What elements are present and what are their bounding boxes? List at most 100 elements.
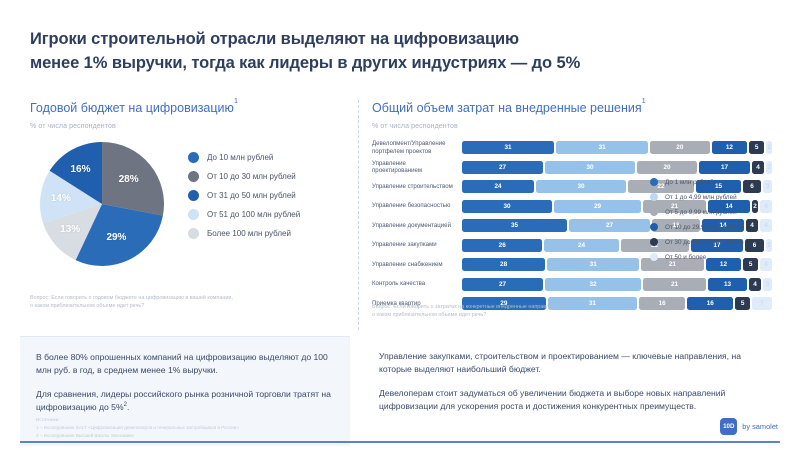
bar-segment: 30	[462, 199, 552, 213]
bar-segment: 4	[752, 160, 764, 174]
left-conclusion-paragraph-2: Для сравнения, лидеры российского рынка …	[36, 388, 334, 415]
bar-legend-label: До 1 млн рублей	[665, 178, 714, 186]
bar-segment: 12	[705, 258, 742, 272]
bar-legend-label: От 50 и более	[665, 253, 707, 261]
bar-segment: 21	[643, 199, 706, 213]
bar-segment: 16	[652, 219, 700, 233]
pie-legend-label: От 10 до 30 млн рублей	[207, 172, 296, 182]
legend-dot-icon	[188, 190, 199, 202]
bar-segment: 32	[545, 277, 641, 291]
bar-segment: 7	[751, 297, 772, 311]
bar-track: 24 30 22 15 6 3	[462, 180, 772, 194]
left-conclusion-paragraph-2-text: Для сравнения, лидеры российского рынка …	[36, 388, 331, 412]
bar-segment: 28	[462, 258, 546, 272]
bar-segment: 2	[766, 160, 772, 174]
bar-segment: 4	[749, 277, 761, 291]
bar-segment: 16	[639, 297, 686, 311]
bar-segment: 31	[462, 141, 555, 155]
legend-dot-icon	[188, 228, 199, 240]
bar-legend-item: От 5 до 9,99 млн рублей	[650, 208, 744, 216]
bar-track: 29 31 16 16 5 7	[462, 297, 772, 311]
bar-legend-item: От 10 до 29,99 млн рублей	[650, 223, 744, 231]
bar-row: Контроль качества 27 32 21 13 4 3	[372, 277, 772, 292]
bar-legend-item: До 1 млн рублей	[650, 178, 744, 186]
bar-row: Управление проектированием 27 30 20 17 4 2	[372, 160, 772, 175]
left-chart-title: Годовой бюджет на цифровизацию1	[30, 96, 345, 116]
bar-row-label: Управление закупками	[372, 241, 437, 249]
bar-segment: 24	[462, 180, 534, 194]
right-chart-subtitle: % от числа респондентов	[372, 123, 458, 131]
left-conclusion-footnote: 2	[123, 402, 127, 409]
right-question-note-line-2: о каком приблизительном объеме идет речь…	[372, 312, 487, 319]
legend-dot-icon	[650, 178, 658, 186]
left-question-note-line-1: Вопрос: Если говорить о годовом бюджете …	[30, 295, 233, 301]
right-question-note-line-1: Вопрос: Если говорить о затратах на конк…	[372, 304, 563, 310]
bar-segment: 17	[690, 238, 744, 252]
bar-segment: 2	[752, 199, 758, 213]
bar-row: Приемка квартир 29 31 16 16 5 7	[372, 296, 772, 311]
legend-dot-icon	[650, 238, 658, 246]
bar-row: Управление безопасностью 30 29 21 14 2 4	[372, 199, 772, 214]
pie-svg	[40, 142, 164, 267]
bar-legend-item: От 50 и более	[650, 253, 744, 261]
left-chart-title-text: Годовой бюджет на цифровизацию	[30, 101, 234, 116]
bar-segment: 16	[687, 297, 734, 311]
sources-note: Источники: 1 – Исследование SALT «Цифров…	[36, 416, 366, 439]
bar-row: Управление документацией 35 27 16 14 4 4	[372, 218, 772, 233]
pie-legend-label: Более 100 млн рублей	[207, 229, 291, 239]
bar-segment: 27	[462, 160, 543, 174]
pie-legend-item: Более 100 млн рублей	[188, 228, 300, 240]
sources-heading: Источники:	[36, 417, 60, 422]
column-divider	[358, 100, 359, 330]
pie-legend-label: От 31 до 50 млн рублей	[207, 191, 296, 201]
bar-row-label: Управление строительством	[372, 182, 453, 190]
pie-legend-label: От 51 до 100 млн рублей	[207, 210, 301, 220]
legend-dot-icon	[188, 209, 199, 221]
bar-row-label: Управление проектированием	[372, 159, 423, 175]
legend-dot-icon	[650, 253, 658, 261]
bar-segment: 2	[766, 141, 772, 155]
bar-track: 27 32 21 13 4 3	[462, 277, 772, 291]
right-chart-section: Общий объем затрат на внедренные решения…	[372, 96, 773, 316]
sources-line-1: 1 – Исследование SALT «Цифровизация деве…	[36, 424, 239, 430]
left-question-note-line-2: о каком приблизительном объеме идет речь…	[30, 303, 145, 310]
pie-legend-item: От 31 до 50 млн рублей	[188, 190, 300, 202]
bar-segment: 30	[545, 160, 635, 174]
legend-dot-icon	[650, 193, 658, 201]
pie-legend-item: От 10 до 30 млн рублей	[188, 171, 300, 183]
bar-segment: 3	[763, 277, 772, 291]
bar-segment: 21	[643, 277, 706, 291]
footer-rule	[20, 441, 780, 443]
bar-segment: 4	[760, 219, 772, 233]
bar-segment: 30	[536, 180, 626, 194]
logo-mark: 10D	[720, 418, 738, 435]
page-title: Игроки строительной отрасли выделяют на …	[30, 28, 720, 76]
pie-slice	[75, 204, 163, 267]
bar-segment: 5	[735, 297, 750, 311]
bar-row: Управление снабжением 28 31 21 12 5 4	[372, 257, 772, 272]
bar-legend-label: От 1 до 4,99 млн рублей	[665, 193, 737, 201]
left-conclusion-panel: В более 80% опрошенных компаний на цифро…	[20, 336, 350, 446]
bar-track: 28 31 21 12 5 4	[462, 258, 772, 272]
bar-segment: 29	[462, 297, 546, 311]
left-chart-title-footnote: 1	[233, 95, 239, 105]
bar-track: 30 29 21 14 2 4	[462, 199, 772, 213]
legend-dot-icon	[650, 223, 658, 231]
headline-line-2: менее 1% выручки, тогда как лидеры в дру…	[30, 53, 581, 72]
bar-row-label: Контроль качества	[372, 280, 426, 288]
right-conclusion-paragraph-1: Управление закупками, строительством и п…	[379, 351, 741, 375]
bar-row-label: Управление безопасностью	[372, 202, 451, 210]
bar-segment: 5	[743, 258, 759, 272]
sources-line-2: 2 – Исследование Высшей Школы Экономики	[36, 432, 134, 438]
pie-legend: До 10 млн рублей От 10 до 30 млн рублей От…	[188, 152, 300, 247]
bar-legend-item: От 1 до 4,99 млн рублей	[650, 193, 744, 201]
logo-text: by samolet	[742, 422, 778, 431]
legend-dot-icon	[188, 171, 199, 183]
bar-segment: 6	[743, 180, 761, 194]
legend-dot-icon	[650, 208, 658, 216]
bar-segment: 35	[462, 219, 567, 233]
bar-row: Девелопмент/Управление портфелем проекто…	[372, 140, 772, 155]
bar-segment: 14	[708, 199, 750, 213]
headline-line-1: Игроки строительной отрасли выделяют на …	[30, 30, 520, 48]
bar-segment: 4	[746, 219, 758, 233]
